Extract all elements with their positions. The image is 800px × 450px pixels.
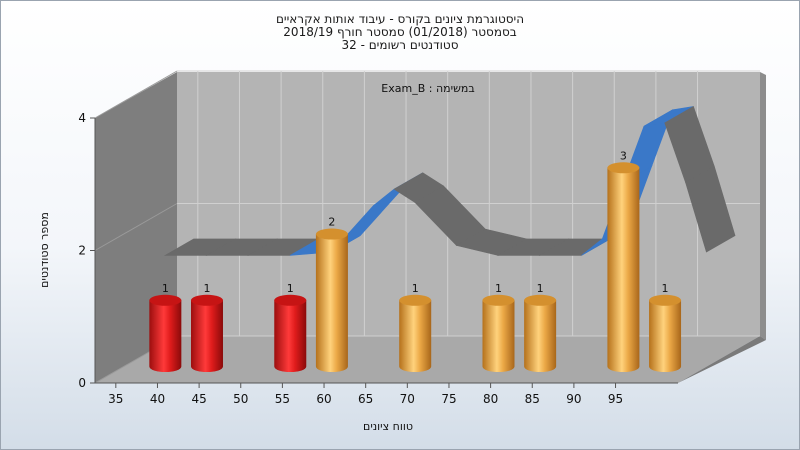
distribution-curve bbox=[163, 106, 736, 256]
y-tick-label: 0 bbox=[78, 376, 86, 390]
bar-body bbox=[149, 300, 182, 373]
x-tick-labels: 35 40 45 50 55 60 65 70 75 80 85 90 95 bbox=[108, 383, 623, 406]
data-label: 2 bbox=[328, 216, 335, 229]
x-tick-label: 70 bbox=[400, 392, 415, 406]
data-label: 1 bbox=[287, 282, 294, 295]
x-tick-label: 85 bbox=[525, 392, 540, 406]
bar-body bbox=[524, 300, 557, 373]
chart-title-line-2: בסמסטר (01/2018) סמסטר חורף 2018/19 bbox=[283, 25, 517, 39]
bar bbox=[149, 294, 182, 373]
bar-top bbox=[274, 294, 307, 306]
bar-top bbox=[607, 162, 640, 174]
y-tick-label: 4 bbox=[78, 111, 86, 125]
data-label: 1 bbox=[495, 282, 502, 295]
x-tick-label: 95 bbox=[608, 392, 623, 406]
bar-body bbox=[649, 300, 682, 373]
bar bbox=[399, 294, 432, 373]
bar-top bbox=[399, 294, 432, 306]
bar-body bbox=[190, 300, 223, 373]
bar bbox=[274, 294, 307, 373]
x-tick-label: 65 bbox=[358, 392, 373, 406]
x-axis-label: טווח ציונים bbox=[363, 420, 413, 433]
data-labels: 1 1 1 2 1 1 1 3 1 bbox=[162, 149, 669, 294]
x-tick-label: 45 bbox=[191, 392, 206, 406]
bar bbox=[190, 294, 223, 373]
bar-top bbox=[524, 294, 557, 306]
data-label: 1 bbox=[537, 282, 544, 295]
bar bbox=[524, 294, 557, 373]
bar-body bbox=[274, 300, 307, 373]
bar bbox=[607, 162, 640, 373]
data-label: 3 bbox=[620, 149, 627, 162]
data-label: 1 bbox=[162, 282, 169, 295]
x-tick-label: 50 bbox=[233, 392, 248, 406]
y-tick-labels: 0 2 4 bbox=[78, 111, 95, 390]
data-label: 1 bbox=[662, 282, 669, 295]
bar-top bbox=[482, 294, 515, 306]
chart-title-line-1: היסטוגרמת ציונים בקורס - עיבוד אותות אקר… bbox=[275, 12, 525, 26]
bars bbox=[149, 162, 682, 373]
gridlines bbox=[94, 70, 760, 384]
bar bbox=[482, 294, 515, 373]
bar-top bbox=[649, 294, 682, 306]
x-tick-label: 75 bbox=[441, 392, 456, 406]
bar-body bbox=[482, 300, 515, 373]
gridline-side bbox=[94, 203, 178, 251]
y-tick-label: 2 bbox=[78, 244, 86, 258]
chart-title-line-3: 32 - סטודנטים רשומים bbox=[341, 38, 459, 52]
x-tick-label: 90 bbox=[566, 392, 581, 406]
x-tick-label: 80 bbox=[483, 392, 498, 406]
x-tick-label: 55 bbox=[275, 392, 290, 406]
y-axis-label: מספר סטודנטים bbox=[38, 212, 51, 288]
bar-top bbox=[149, 294, 182, 306]
gridline-side bbox=[94, 70, 178, 119]
x-tick-label: 35 bbox=[108, 392, 123, 406]
chart-subtitle: Exam_B : במשימה bbox=[381, 82, 474, 95]
curve-segment bbox=[685, 165, 736, 253]
x-tick-label: 60 bbox=[316, 392, 331, 406]
right-wall-edge bbox=[760, 72, 766, 340]
bar-body bbox=[607, 167, 640, 373]
bar-top bbox=[190, 294, 223, 306]
bar bbox=[649, 294, 682, 373]
bar-body bbox=[399, 300, 432, 373]
x-tick-label: 40 bbox=[150, 392, 165, 406]
bar bbox=[315, 228, 348, 373]
bar-top bbox=[315, 228, 348, 240]
data-label: 1 bbox=[412, 282, 419, 295]
data-label: 1 bbox=[203, 282, 210, 295]
bar-body bbox=[315, 234, 348, 373]
